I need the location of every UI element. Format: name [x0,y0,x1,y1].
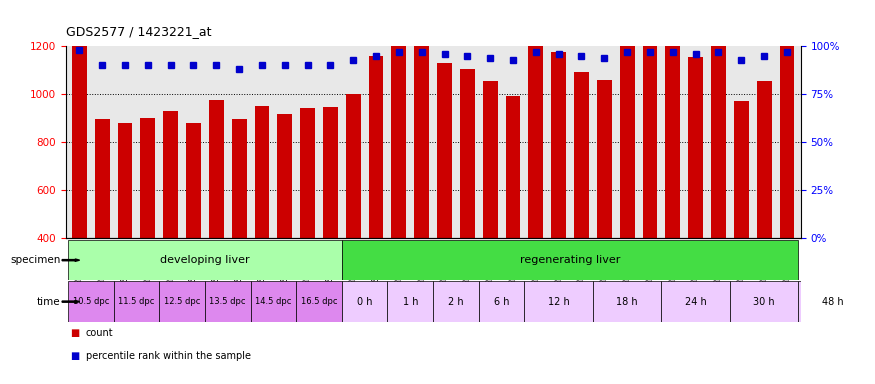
Bar [277,114,292,238]
Text: 6 h: 6 h [493,296,509,307]
Bar [711,33,726,238]
Bar [506,96,521,238]
Bar [620,39,634,238]
Bar [593,281,662,322]
Bar [798,281,867,322]
Bar [388,281,433,322]
Bar [342,281,388,322]
Text: 13.5 dpc: 13.5 dpc [209,297,246,306]
Text: 12.5 dpc: 12.5 dpc [164,297,200,306]
Text: 11.5 dpc: 11.5 dpc [118,297,155,306]
Bar [460,69,475,238]
Bar [780,46,794,238]
Bar [94,119,109,238]
Bar [574,73,589,238]
Bar [757,81,772,238]
Text: 48 h: 48 h [822,296,844,307]
Bar [232,119,247,238]
Text: 1 h: 1 h [402,296,418,307]
Bar [368,56,383,238]
Text: 24 h: 24 h [685,296,706,307]
Text: 0 h: 0 h [357,296,373,307]
Bar [665,38,680,238]
Bar [689,57,703,238]
Text: GDS2577 / 1423221_at: GDS2577 / 1423221_at [66,25,211,38]
Text: developing liver: developing liver [160,255,249,265]
Bar [140,118,155,238]
Bar [483,81,498,238]
Bar [734,101,749,238]
Text: percentile rank within the sample: percentile rank within the sample [86,351,251,361]
Text: 30 h: 30 h [753,296,775,307]
Bar [72,0,87,238]
Bar [186,123,201,238]
Bar [117,123,132,238]
Text: time: time [37,296,60,307]
Bar [323,107,338,238]
Bar [433,281,479,322]
Bar [524,281,593,322]
Bar [730,281,798,322]
Bar [114,281,159,322]
Text: 16.5 dpc: 16.5 dpc [301,297,337,306]
Text: 12 h: 12 h [548,296,570,307]
Bar [597,79,612,238]
Text: 10.5 dpc: 10.5 dpc [73,297,108,306]
Text: ■: ■ [70,351,80,361]
Bar [68,240,342,280]
Bar [342,240,798,280]
Bar [164,111,178,238]
Bar [391,39,406,238]
Text: regenerating liver: regenerating liver [520,255,620,265]
Bar [438,63,452,238]
Text: specimen: specimen [10,255,60,265]
Text: 2 h: 2 h [448,296,464,307]
Bar [255,106,270,238]
Bar [867,281,875,322]
Bar [528,46,543,238]
Text: count: count [86,328,114,338]
Bar [551,52,566,238]
Bar [662,281,730,322]
Text: ■: ■ [70,328,80,338]
Bar [159,281,205,322]
Bar [68,281,114,322]
Bar [479,281,524,322]
Bar [300,109,315,238]
Bar [209,100,224,238]
Bar [642,33,657,238]
Bar [414,39,429,238]
Text: 18 h: 18 h [616,296,638,307]
Bar [250,281,296,322]
Bar [205,281,250,322]
Bar [346,94,360,238]
Text: 14.5 dpc: 14.5 dpc [255,297,291,306]
Bar [296,281,342,322]
